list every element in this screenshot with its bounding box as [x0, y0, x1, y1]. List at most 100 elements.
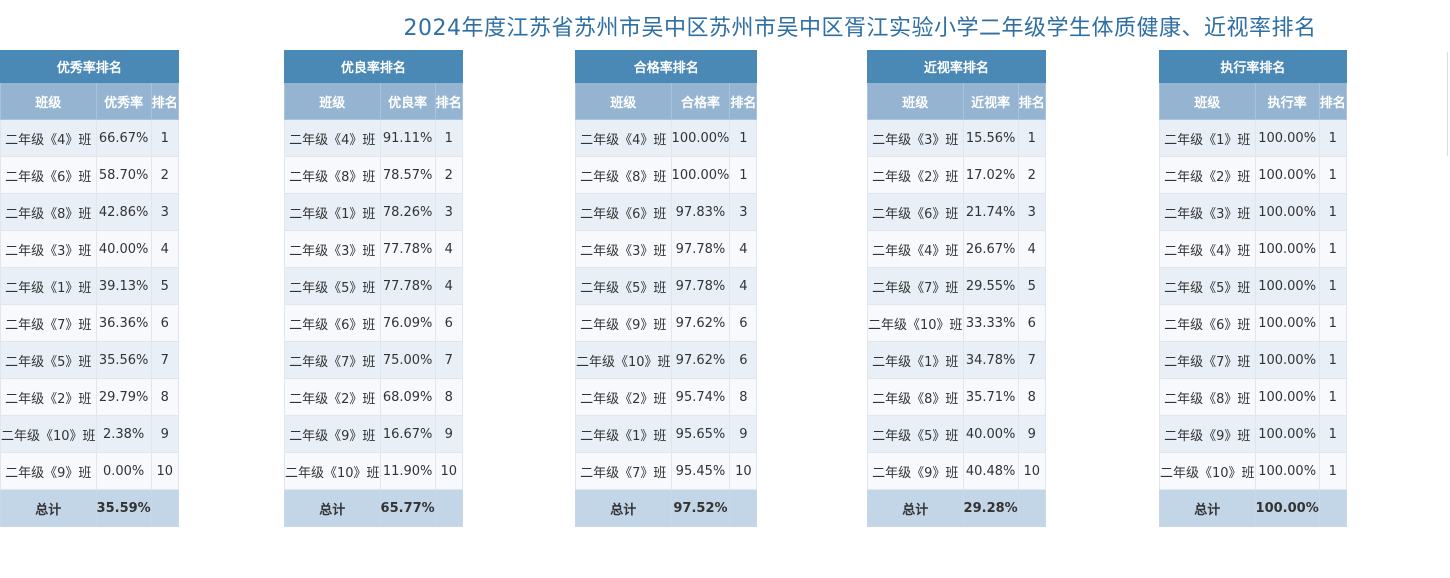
table-row: 二年级《7》班 36.36% 6	[0, 304, 179, 342]
table-row: 二年级《9》班 16.67% 9	[284, 415, 463, 453]
rank-cell: 4	[434, 267, 463, 305]
value-cell: 40.00%	[962, 415, 1019, 453]
table-row: 二年级《4》班 66.67% 1	[0, 119, 179, 157]
rank-cell: 6	[1017, 304, 1046, 342]
class-cell: 二年级《1》班	[284, 193, 381, 231]
class-cell: 二年级《4》班	[1159, 230, 1256, 268]
value-cell: 34.78%	[962, 341, 1019, 379]
total-rank-empty	[729, 489, 758, 527]
rank-cell: 1	[1318, 452, 1347, 490]
rank-cell: 1	[1318, 378, 1347, 416]
rank-cell: 3	[729, 193, 758, 231]
table-row: 二年级《2》班 17.02% 2	[867, 156, 1046, 194]
table-row: 二年级《6》班 97.83% 3	[575, 193, 758, 231]
value-cell: 100.00%	[1254, 119, 1320, 157]
value-cell: 16.67%	[379, 415, 436, 453]
rank-cell: 4	[729, 267, 758, 305]
value-cell: 75.00%	[379, 341, 436, 379]
class-cell: 二年级《1》班	[0, 267, 97, 305]
value-cell: 100.00%	[1254, 341, 1320, 379]
table-row: 二年级《10》班 100.00% 1	[1159, 452, 1347, 490]
value-cell: 0.00%	[95, 452, 152, 490]
value-cell: 58.70%	[95, 156, 152, 194]
class-cell: 二年级《7》班	[0, 304, 97, 342]
column-header-class: 班级	[1159, 82, 1256, 120]
value-cell: 26.67%	[962, 230, 1019, 268]
table-row: 二年级《6》班 58.70% 2	[0, 156, 179, 194]
table-row: 二年级《6》班 21.74% 3	[867, 193, 1046, 231]
column-header-metric: 执行率	[1254, 82, 1320, 120]
rank-cell: 2	[150, 156, 179, 194]
value-cell: 40.48%	[962, 452, 1019, 490]
class-cell: 二年级《9》班	[284, 415, 381, 453]
class-cell: 二年级《3》班	[575, 230, 672, 268]
value-cell: 97.78%	[670, 230, 731, 268]
class-cell: 二年级《10》班	[0, 415, 97, 453]
total-label: 总计	[575, 489, 672, 527]
table-row: 二年级《3》班 100.00% 1	[1159, 193, 1347, 231]
class-cell: 二年级《5》班	[0, 341, 97, 379]
rank-cell: 10	[1017, 452, 1046, 490]
value-cell: 100.00%	[1254, 378, 1320, 416]
value-cell: 97.78%	[670, 267, 731, 305]
table-row: 二年级《5》班 100.00% 1	[1159, 267, 1347, 305]
table-row: 二年级《1》班 39.13% 5	[0, 267, 179, 305]
value-cell: 100.00%	[1254, 156, 1320, 194]
rank-cell: 1	[1017, 119, 1046, 157]
class-cell: 二年级《7》班	[575, 452, 672, 490]
table-row: 二年级《2》班 29.79% 8	[0, 378, 179, 416]
class-cell: 二年级《2》班	[575, 378, 672, 416]
scrollbar-edge	[1447, 52, 1448, 156]
rank-cell: 1	[1318, 156, 1347, 194]
class-cell: 二年级《4》班	[284, 119, 381, 157]
table-row: 二年级《10》班 2.38% 9	[0, 415, 179, 453]
table-row: 二年级《8》班 42.86% 3	[0, 193, 179, 231]
class-cell: 二年级《8》班	[575, 156, 672, 194]
table-row: 二年级《9》班 97.62% 6	[575, 304, 758, 342]
ranking-table: 优秀率排名 班级 优秀率 排名 二年级《4》班 66.67% 1 二年级《6》班 58.70% 2…	[0, 50, 179, 527]
rank-cell: 3	[1017, 193, 1046, 231]
class-cell: 二年级《7》班	[284, 341, 381, 379]
total-row: 总计 35.59%	[0, 489, 179, 527]
table-row: 二年级《2》班 68.09% 8	[284, 378, 463, 416]
table-row: 二年级《8》班 78.57% 2	[284, 156, 463, 194]
total-row: 总计 65.77%	[284, 489, 463, 527]
value-cell: 77.78%	[379, 230, 436, 268]
class-cell: 二年级《5》班	[867, 415, 964, 453]
class-cell: 二年级《8》班	[1159, 378, 1256, 416]
class-cell: 二年级《5》班	[1159, 267, 1256, 305]
class-cell: 二年级《10》班	[1159, 452, 1256, 490]
rank-cell: 4	[729, 230, 758, 268]
column-header-metric: 合格率	[670, 82, 731, 120]
rank-cell: 9	[434, 415, 463, 453]
value-cell: 35.56%	[95, 341, 152, 379]
table-row: 二年级《8》班 100.00% 1	[575, 156, 758, 194]
total-label: 总计	[0, 489, 97, 527]
total-label: 总计	[867, 489, 964, 527]
rank-cell: 5	[150, 267, 179, 305]
table-row: 二年级《9》班 100.00% 1	[1159, 415, 1347, 453]
table-title: 近视率排名	[867, 50, 1046, 83]
value-cell: 29.79%	[95, 378, 152, 416]
table-row: 二年级《5》班 35.56% 7	[0, 341, 179, 379]
table-row: 二年级《5》班 97.78% 4	[575, 267, 758, 305]
rank-cell: 1	[1318, 119, 1347, 157]
value-cell: 15.56%	[962, 119, 1019, 157]
value-cell: 66.67%	[95, 119, 152, 157]
value-cell: 78.26%	[379, 193, 436, 231]
value-cell: 17.02%	[962, 156, 1019, 194]
table-row: 二年级《4》班 100.00% 1	[575, 119, 758, 157]
table-row: 二年级《3》班 40.00% 4	[0, 230, 179, 268]
rank-cell: 4	[434, 230, 463, 268]
rank-cell: 6	[150, 304, 179, 342]
value-cell: 97.62%	[670, 304, 731, 342]
rank-cell: 7	[434, 341, 463, 379]
table-row: 二年级《10》班 11.90% 10	[284, 452, 463, 490]
table-row: 二年级《2》班 100.00% 1	[1159, 156, 1347, 194]
table-row: 二年级《7》班 29.55% 5	[867, 267, 1046, 305]
class-cell: 二年级《1》班	[867, 341, 964, 379]
column-header-metric: 优良率	[379, 82, 436, 120]
value-cell: 95.74%	[670, 378, 731, 416]
total-value: 65.77%	[379, 489, 436, 527]
rank-cell: 1	[729, 119, 758, 157]
